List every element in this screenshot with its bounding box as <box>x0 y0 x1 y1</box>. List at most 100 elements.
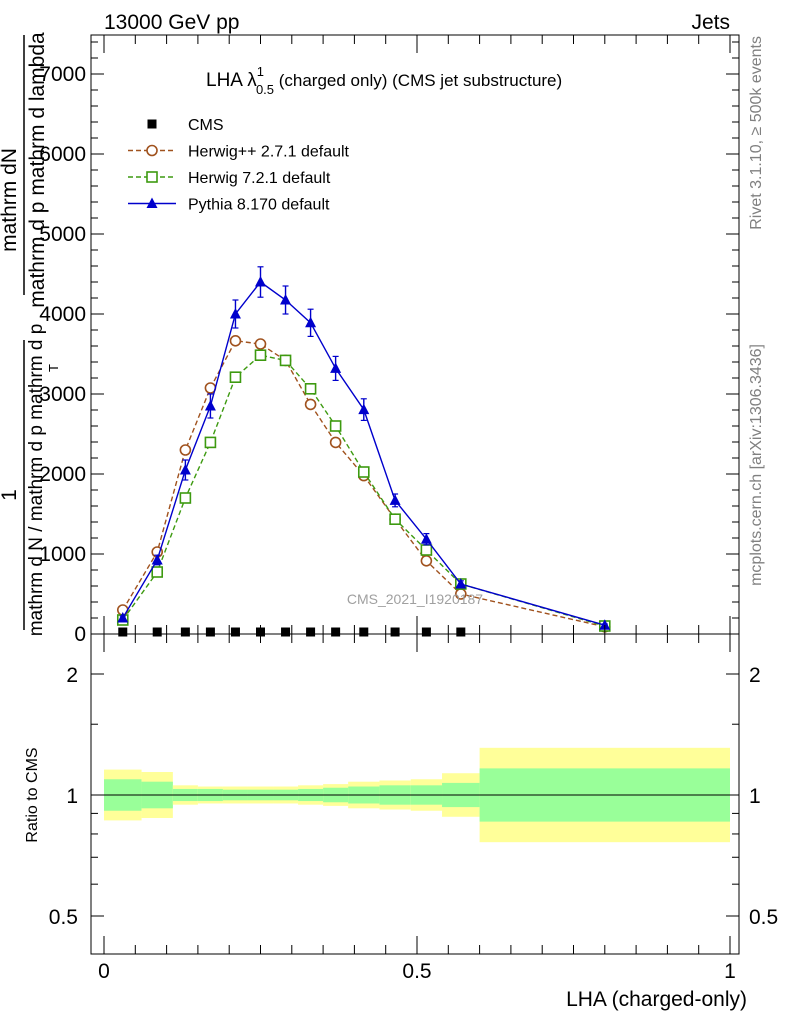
data-point <box>456 627 466 637</box>
data-point <box>390 627 400 637</box>
ratio-y-ticks: 0.5 0.5 1 1 2 2 <box>49 664 778 929</box>
side-label-rivet: Rivet 3.1.10, ≥ 500k events <box>748 36 765 230</box>
data-point <box>117 612 129 623</box>
data-point <box>421 627 431 637</box>
data-point <box>329 420 342 432</box>
main-y-label: mathrm dN mathrm d p mathrm d lambda 1 m… <box>0 32 61 636</box>
x-tick-label: 1 <box>724 960 736 983</box>
data-point <box>179 444 192 456</box>
data-point <box>389 494 401 505</box>
x-tick-label: 0 <box>98 960 110 983</box>
legend-label: Herwig 7.2.1 default <box>188 170 331 187</box>
ratio-y-label: Ratio to CMS <box>24 747 41 842</box>
data-point <box>205 627 215 637</box>
data-point <box>420 544 433 556</box>
data-point <box>152 627 162 637</box>
main-y-ticks: 0 1000 2000 3000 4000 5000 6000 7000 <box>39 41 739 646</box>
data-point <box>281 627 291 637</box>
legend-entry: Herwig 7.2.1 default <box>128 170 331 187</box>
ratio-y-tick-label-right: 2 <box>749 664 761 687</box>
ratio-y-tick-label: 2 <box>66 664 78 687</box>
ratio-x-ticks: 0 0.5 1 <box>98 35 736 983</box>
y-label-lower: mathrm d N / mathrm d p mathrm d p <box>26 324 47 637</box>
main-panel: 0 1000 2000 3000 4000 5000 6000 7000 CMS_2021_I… <box>0 32 740 646</box>
data-point <box>179 464 191 475</box>
main-y-tick-label: 6000 <box>39 143 86 166</box>
watermark: CMS_2021_I1920187 <box>347 591 483 607</box>
legend-marker <box>146 171 158 183</box>
side-label-mcplots: mcplots.cern.ch [arXiv:1306.3436] <box>748 344 765 586</box>
plot-title-main: LHA λ <box>206 70 257 91</box>
legend-entry: Herwig++ 2.7.1 default <box>128 144 350 161</box>
ratio-frame <box>90 633 740 955</box>
y-label-lower-sub: T <box>46 364 61 372</box>
ratio-y-tick-label-right: 0.5 <box>749 906 778 929</box>
y-label-numerator: mathrm dN <box>0 148 21 252</box>
data-point <box>389 513 401 526</box>
main-y-tick-label: 7000 <box>39 63 86 86</box>
data-point <box>279 354 292 367</box>
x-tick-label: 0.5 <box>402 960 431 983</box>
legend-marker <box>146 144 158 157</box>
data-point <box>329 436 342 449</box>
plot-title: LHA λ1 0.5 (charged only) (CMS jet substr… <box>206 64 562 97</box>
legend: CMS Herwig++ 2.7.1 default Herwig 7.2.1 de… <box>128 117 350 214</box>
main-y-tick-label: 0 <box>74 623 86 646</box>
data-point <box>359 627 369 637</box>
header-right: Jets <box>691 11 730 34</box>
x-axis-label: LHA (charged-only) <box>566 988 747 1011</box>
y-label-denominator: mathrm d p mathrm d lambda <box>26 32 49 308</box>
data-point <box>229 308 241 319</box>
data-point <box>357 466 370 478</box>
data-point <box>420 533 432 544</box>
main-y-tick-label: 2000 <box>39 463 86 486</box>
main-series <box>116 266 611 637</box>
legend-marker <box>147 119 157 129</box>
legend-label: Pythia 8.170 default <box>188 197 330 214</box>
series-line <box>122 281 605 626</box>
data-point <box>230 627 240 637</box>
legend-label: Herwig++ 2.7.1 default <box>188 144 350 161</box>
legend-entry: Pythia 8.170 default <box>128 197 330 214</box>
data-point <box>358 403 370 415</box>
ratio-y-tick-label: 1 <box>66 785 78 808</box>
data-point <box>420 554 433 567</box>
data-point <box>255 276 266 287</box>
data-point <box>599 619 611 630</box>
series-2 <box>116 349 611 632</box>
data-point <box>280 294 292 305</box>
main-y-tick-label: 5000 <box>39 223 86 246</box>
plot-title-sup: 1 <box>257 64 264 79</box>
main-y-tick-label: 4000 <box>39 303 86 326</box>
data-point <box>455 578 467 589</box>
data-point <box>304 382 317 395</box>
data-point <box>229 334 242 347</box>
y-label-one: 1 <box>0 489 21 501</box>
series-line <box>122 354 605 627</box>
data-point <box>204 400 216 411</box>
data-point <box>306 627 316 637</box>
plot-title-rest: (charged only) (CMS jet substructure) <box>274 71 562 90</box>
data-point <box>254 338 267 350</box>
main-y-tick-label: 3000 <box>39 383 86 406</box>
data-point <box>204 436 217 449</box>
data-point <box>179 492 192 504</box>
data-point <box>304 398 317 411</box>
data-point <box>151 566 164 578</box>
data-point <box>330 362 342 373</box>
ratio-panel: 0.5 0.51 12 2 0 0.5 1 Ratio to CMS LHA (charg… <box>24 35 778 1011</box>
series-3 <box>117 266 611 630</box>
data-point <box>254 349 267 362</box>
ratio-y-tick-label: 0.5 <box>49 906 78 929</box>
data-point <box>331 627 341 637</box>
main-y-tick-label: 1000 <box>39 543 86 566</box>
data-point <box>180 627 190 637</box>
legend-entry: CMS <box>147 117 224 134</box>
ratio-y-tick-label-right: 1 <box>749 785 761 808</box>
data-point <box>305 316 317 328</box>
data-point <box>229 371 242 384</box>
data-point <box>151 554 163 565</box>
header-left: 13000 GeV pp <box>104 11 239 34</box>
legend-marker <box>146 197 158 208</box>
